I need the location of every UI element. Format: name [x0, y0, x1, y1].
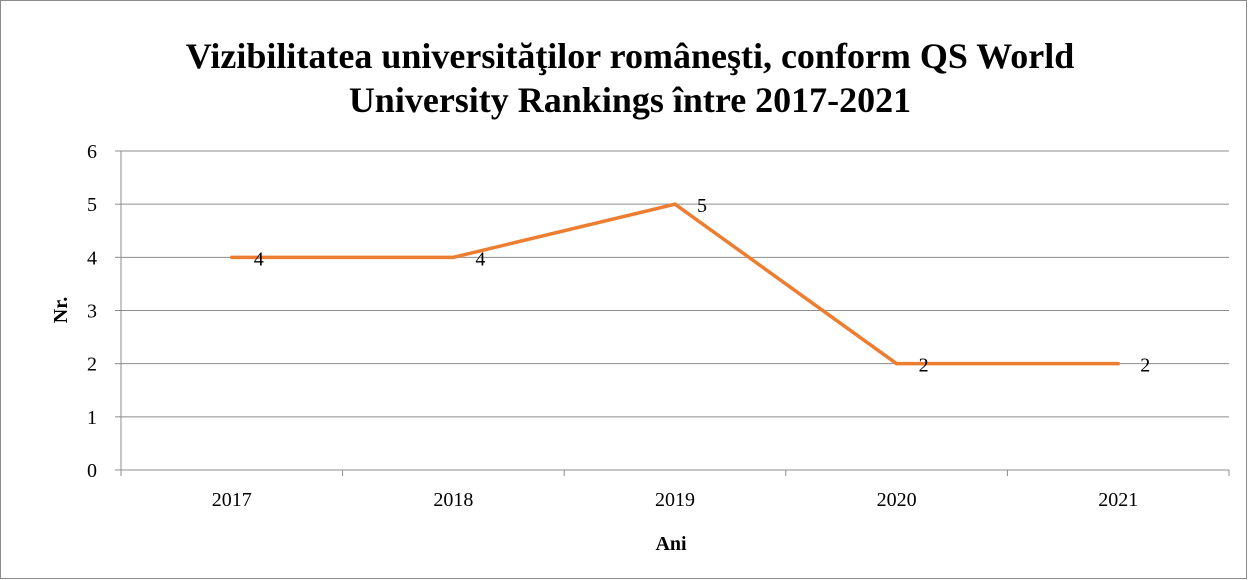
data-label: 2 — [1140, 355, 1150, 377]
x-tick-label: 2018 — [433, 489, 473, 511]
data-point — [673, 202, 677, 206]
y-tick-label: 3 — [87, 301, 97, 323]
data-label: 4 — [475, 248, 485, 270]
y-tick-label: 2 — [87, 354, 97, 376]
y-axis-title: Nr. — [50, 297, 72, 323]
y-tick-label: 0 — [87, 460, 97, 482]
axes — [115, 150, 1230, 476]
series-line — [231, 202, 1119, 366]
y-tick-label: 1 — [87, 407, 97, 429]
x-tick-label: 2019 — [655, 489, 695, 511]
x-tick-labels: 2017 2018 2019 2020 2021 — [212, 489, 1138, 511]
chart-title-line-2: University Rankings între 2017-2021 — [349, 80, 911, 120]
y-tick-label: 6 — [87, 141, 97, 163]
y-tick-labels: 0 1 2 3 4 5 6 — [87, 141, 97, 482]
y-tick-label: 5 — [87, 194, 97, 216]
data-point — [894, 361, 899, 366]
x-axis-title: Ani — [655, 533, 687, 555]
x-tick-label: 2020 — [877, 489, 917, 511]
x-tick-label: 2021 — [1098, 489, 1138, 511]
x-tick-label: 2017 — [212, 489, 252, 511]
data-point — [451, 255, 456, 260]
data-label: 4 — [254, 248, 264, 270]
data-label: 2 — [919, 355, 929, 377]
data-label: 5 — [697, 195, 707, 217]
data-point — [1116, 361, 1120, 366]
chart-title-line-1: Vizibilitatea universităţilor româneşti,… — [186, 36, 1075, 76]
data-point — [230, 255, 234, 260]
y-tick-label: 4 — [87, 247, 97, 269]
gridlines — [121, 150, 1229, 418]
series-layer — [230, 202, 1120, 366]
data-labels: 4 4 5 2 2 — [254, 195, 1150, 376]
